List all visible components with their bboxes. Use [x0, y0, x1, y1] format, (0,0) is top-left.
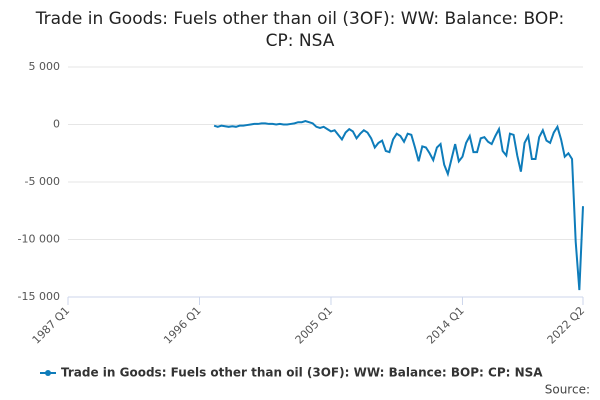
data-line: [213, 120, 584, 291]
x-tick-label: 2014 Q1: [424, 304, 467, 347]
x-tick-label: 1987 Q1: [30, 304, 73, 347]
x-tick-label: 1996 Q1: [161, 304, 204, 347]
y-tick-label: 5 000: [29, 60, 61, 73]
x-tick-label: 2005 Q1: [293, 304, 336, 347]
y-tick-label: -15 000: [18, 290, 60, 303]
chart-title: Trade in Goods: Fuels other than oil (3O…: [35, 9, 565, 51]
legend-marker: [45, 370, 51, 376]
legend-label: Trade in Goods: Fuels other than oil (3O…: [61, 366, 543, 380]
y-tick-label: -10 000: [18, 233, 60, 246]
y-tick-label: -5 000: [25, 175, 60, 188]
x-tick-label: 2022 Q2: [545, 304, 588, 347]
y-tick-label: 0: [53, 118, 60, 131]
source: Source:: [545, 383, 590, 397]
